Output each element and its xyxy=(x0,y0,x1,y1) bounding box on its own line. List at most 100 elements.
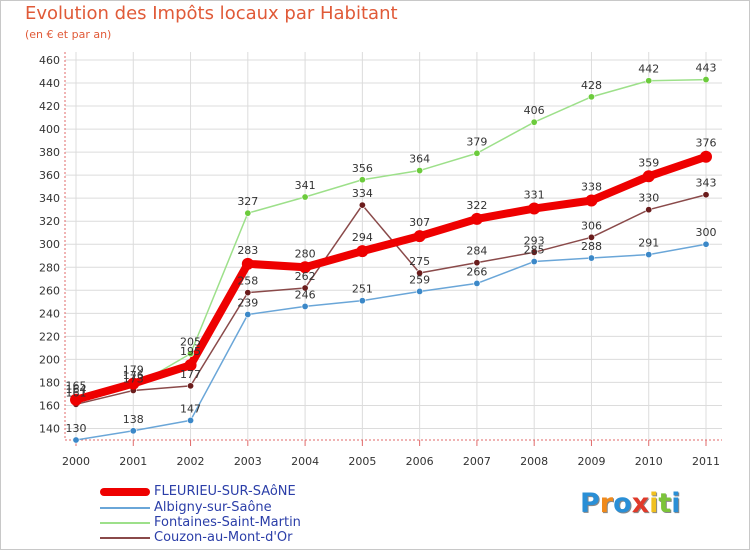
data-label-couzon-au-mont-d-or: 284 xyxy=(466,245,487,258)
point-couzon-au-mont-d-or xyxy=(645,206,653,214)
logo-letter: i xyxy=(671,488,681,519)
x-tick-label: 2005 xyxy=(348,455,376,468)
data-label-fontaines-saint-martin: 442 xyxy=(638,63,659,76)
data-label-albigny-sur-sa-ne: 259 xyxy=(409,273,430,286)
data-label-albigny-sur-sa-ne: 288 xyxy=(581,240,602,253)
y-tick-label: 160 xyxy=(39,399,60,412)
y-tick-label: 300 xyxy=(39,238,60,251)
point-albigny-sur-sa-ne xyxy=(702,240,710,248)
data-label-fleurieu-sur-sa-ne: 338 xyxy=(581,180,602,193)
data-label-couzon-au-mont-d-or: 293 xyxy=(524,234,545,247)
data-label-fleurieu-sur-sa-ne: 195 xyxy=(180,345,201,358)
data-label-fontaines-saint-martin: 364 xyxy=(409,153,430,166)
data-label-fleurieu-sur-sa-ne: 331 xyxy=(524,189,545,202)
point-couzon-au-mont-d-or xyxy=(473,259,481,267)
point-albigny-sur-sa-ne xyxy=(187,416,195,424)
data-label-couzon-au-mont-d-or: 334 xyxy=(352,187,373,200)
point-albigny-sur-sa-ne xyxy=(358,297,366,305)
data-label-albigny-sur-sa-ne: 138 xyxy=(123,413,144,426)
data-label-fleurieu-sur-sa-ne: 322 xyxy=(466,199,487,212)
point-couzon-au-mont-d-or xyxy=(244,289,252,297)
point-fontaines-saint-martin xyxy=(244,209,252,217)
series-line-fleurieu-sur-sa-ne xyxy=(72,152,710,404)
data-label-couzon-au-mont-d-or: 173 xyxy=(123,372,144,385)
y-tick-label: 200 xyxy=(39,353,60,366)
data-label-couzon-au-mont-d-or: 330 xyxy=(638,192,659,205)
point-albigny-sur-sa-ne xyxy=(72,436,80,444)
data-label-fontaines-saint-martin: 379 xyxy=(466,135,487,148)
y-tick-label: 420 xyxy=(39,100,60,113)
x-tick-label: 2001 xyxy=(119,455,147,468)
legend-label-albigny: Albigny-sur-Saône xyxy=(154,500,272,515)
point-albigny-sur-sa-ne xyxy=(645,251,653,259)
legend-swatch-albigny xyxy=(100,507,150,509)
point-couzon-au-mont-d-or xyxy=(416,269,424,277)
series-line-couzon-au-mont-d-or xyxy=(75,193,707,406)
point-albigny-sur-sa-ne xyxy=(473,279,481,287)
data-label-fleurieu-sur-sa-ne: 376 xyxy=(696,137,717,150)
data-label-fontaines-saint-martin: 327 xyxy=(237,195,258,208)
y-tick-label: 140 xyxy=(39,422,60,435)
logo-letter: t xyxy=(658,488,672,519)
data-label-couzon-au-mont-d-or: 306 xyxy=(581,219,602,232)
point-couzon-au-mont-d-or xyxy=(301,284,309,292)
data-label-fontaines-saint-martin: 406 xyxy=(524,104,545,117)
point-fleurieu-sur-sa-ne xyxy=(642,170,655,183)
logo-letter: r xyxy=(599,488,614,519)
data-label-albigny-sur-sa-ne: 147 xyxy=(180,402,201,415)
data-label-albigny-sur-sa-ne: 285 xyxy=(524,244,545,257)
x-tick-label: 2004 xyxy=(291,455,319,468)
point-fontaines-saint-martin xyxy=(301,193,309,201)
chart-subtitle: (en € et par an) xyxy=(25,28,112,41)
point-fleurieu-sur-sa-ne xyxy=(299,261,312,274)
x-tick-label: 2003 xyxy=(234,455,262,468)
y-tick-label: 400 xyxy=(39,123,60,136)
point-fleurieu-sur-sa-ne xyxy=(241,257,254,270)
point-fontaines-saint-martin xyxy=(530,118,538,126)
y-tick-label: 180 xyxy=(39,376,60,389)
x-tick-label: 2000 xyxy=(62,455,90,468)
legend-swatch-fontaines xyxy=(100,522,150,524)
data-label-albigny-sur-sa-ne: 239 xyxy=(237,296,258,309)
y-tick-label: 220 xyxy=(39,330,60,343)
data-label-fontaines-saint-martin: 164 xyxy=(66,383,87,396)
point-albigny-sur-sa-ne xyxy=(301,302,309,310)
point-fleurieu-sur-sa-ne xyxy=(585,194,598,207)
point-couzon-au-mont-d-or xyxy=(530,248,538,256)
point-fontaines-saint-martin xyxy=(473,149,481,157)
proxiti-logo: Proxiti xyxy=(580,488,681,519)
y-tick-label: 320 xyxy=(39,215,60,228)
point-fontaines-saint-martin xyxy=(187,350,195,358)
data-label-albigny-sur-sa-ne: 251 xyxy=(352,283,373,296)
point-albigny-sur-sa-ne xyxy=(587,254,595,262)
data-label-fontaines-saint-martin: 176 xyxy=(123,369,144,382)
data-label-fleurieu-sur-sa-ne: 165 xyxy=(66,380,87,393)
y-tick-label: 460 xyxy=(39,54,60,67)
point-couzon-au-mont-d-or xyxy=(702,191,710,199)
data-label-fontaines-saint-martin: 205 xyxy=(180,336,201,349)
point-fleurieu-sur-sa-ne xyxy=(470,212,483,225)
point-fontaines-saint-martin xyxy=(645,77,653,85)
point-fleurieu-sur-sa-ne xyxy=(413,230,426,243)
point-fleurieu-sur-sa-ne xyxy=(356,245,369,258)
data-label-albigny-sur-sa-ne: 300 xyxy=(696,226,717,239)
series-line-albigny-sur-sa-ne xyxy=(75,243,707,441)
data-label-fontaines-saint-martin: 428 xyxy=(581,79,602,92)
point-fontaines-saint-martin xyxy=(358,176,366,184)
y-tick-label: 240 xyxy=(39,307,60,320)
point-fleurieu-sur-sa-ne xyxy=(700,150,712,163)
data-label-fleurieu-sur-sa-ne: 283 xyxy=(237,244,258,257)
y-tick-label: 340 xyxy=(39,192,60,205)
y-tick-label: 380 xyxy=(39,146,60,159)
data-label-couzon-au-mont-d-or: 177 xyxy=(180,368,201,381)
series-line-fontaines-saint-martin xyxy=(75,78,707,402)
y-tick-label: 280 xyxy=(39,261,60,274)
data-label-fontaines-saint-martin: 356 xyxy=(352,162,373,175)
point-fontaines-saint-martin xyxy=(416,167,424,175)
data-label-couzon-au-mont-d-or: 275 xyxy=(409,255,430,268)
point-albigny-sur-sa-ne xyxy=(530,258,538,266)
legend-swatch-fleurieu xyxy=(100,488,150,496)
point-fleurieu-sur-sa-ne xyxy=(70,393,82,406)
legend-label-couzon: Couzon-au-Mont-d'Or xyxy=(154,530,293,545)
